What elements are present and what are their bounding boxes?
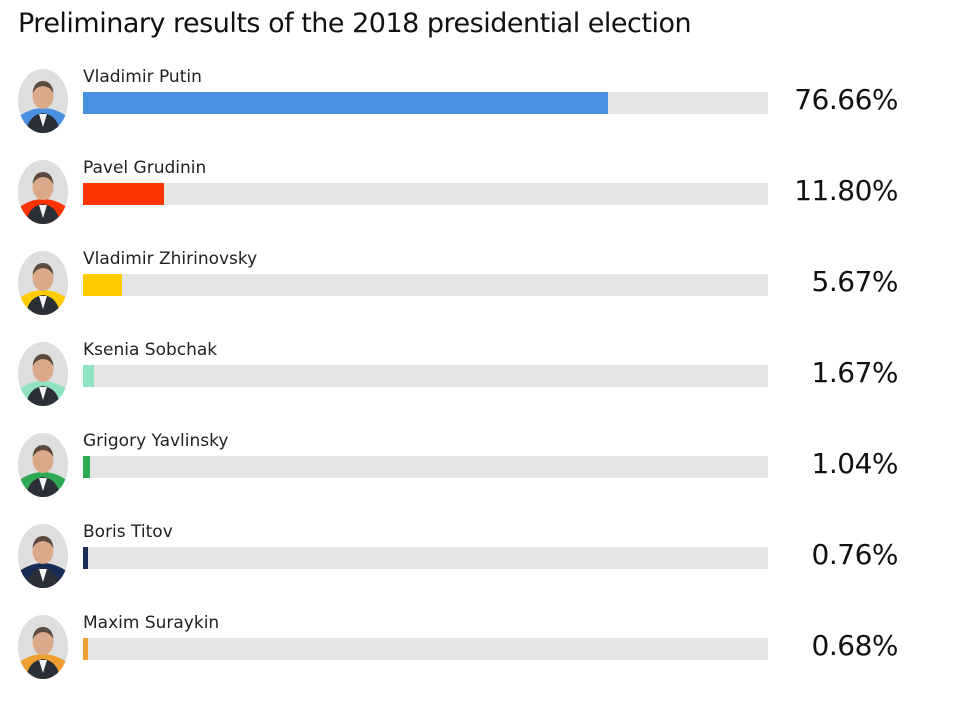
chart-title: Preliminary results of the 2018 presiden… (18, 8, 692, 39)
candidate-row: Vladimir Putin 76.66% (0, 66, 960, 157)
candidate-row: Pavel Grudinin 11.80% (0, 157, 960, 248)
bar-track (83, 92, 768, 114)
portrait-icon (18, 615, 68, 679)
bar-fill (83, 365, 94, 387)
percentage-label: 11.80% (794, 174, 898, 207)
bar-fill (83, 456, 90, 478)
candidate-name: Maxim Suraykin (83, 613, 220, 633)
bar-track (83, 365, 768, 387)
candidate-name: Vladimir Putin (83, 67, 202, 87)
percentage-label: 0.76% (811, 538, 899, 571)
bar-track (83, 456, 768, 478)
portrait-icon (18, 433, 68, 497)
bar-track (83, 547, 768, 569)
percentage-label: 0.68% (811, 629, 899, 662)
candidate-row: Vladimir Zhirinovsky 5.67% (0, 248, 960, 339)
candidate-name: Vladimir Zhirinovsky (83, 249, 258, 269)
percentage-label: 1.04% (811, 447, 899, 480)
bar-track (83, 274, 768, 296)
bar-fill (83, 92, 608, 114)
candidate-name: Pavel Grudinin (83, 158, 207, 178)
candidate-row: Boris Titov 0.76% (0, 521, 960, 612)
bar-fill (83, 183, 164, 205)
percentage-label: 5.67% (811, 265, 899, 298)
candidate-row: Grigory Yavlinsky 1.04% (0, 430, 960, 521)
bar-fill (83, 274, 122, 296)
bar-fill (83, 638, 88, 660)
bar-fill (83, 547, 88, 569)
candidate-name: Boris Titov (83, 522, 173, 542)
bar-track (83, 183, 768, 205)
candidate-row: Ksenia Sobchak 1.67% (0, 339, 960, 430)
portrait-icon (18, 524, 68, 588)
portrait-icon (18, 342, 68, 406)
portrait-icon (18, 251, 68, 315)
candidate-name: Grigory Yavlinsky (83, 431, 229, 451)
portrait-icon (18, 69, 68, 133)
candidate-row: Maxim Suraykin 0.68% (0, 612, 960, 703)
bar-track (83, 638, 768, 660)
percentage-label: 1.67% (811, 356, 899, 389)
percentage-label: 76.66% (794, 83, 898, 116)
portrait-icon (18, 160, 68, 224)
candidate-name: Ksenia Sobchak (83, 340, 218, 360)
